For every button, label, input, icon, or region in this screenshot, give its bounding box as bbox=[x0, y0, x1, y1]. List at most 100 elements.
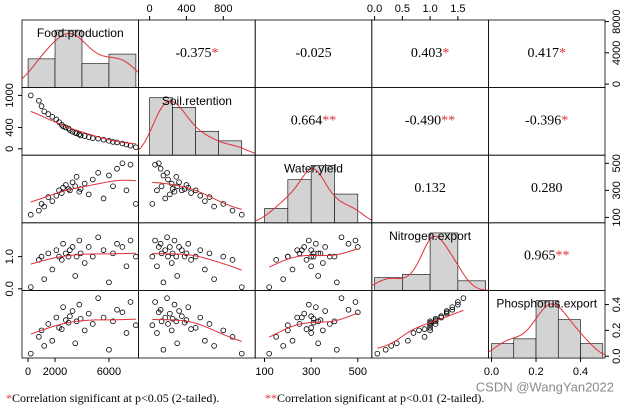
scatter-point bbox=[355, 309, 361, 316]
scatter-point bbox=[374, 350, 381, 357]
scatter-point bbox=[158, 183, 165, 190]
scatter-point bbox=[167, 244, 173, 250]
scatter-point bbox=[77, 186, 84, 192]
scatter-point bbox=[110, 139, 116, 145]
scatter-point bbox=[149, 201, 156, 207]
scatter-point bbox=[273, 334, 279, 340]
histogram-bar bbox=[81, 63, 110, 88]
scatter-point bbox=[211, 343, 217, 349]
x-tick-label: 1.5 bbox=[450, 3, 465, 15]
scatter-point bbox=[168, 180, 175, 187]
scatter-point bbox=[294, 314, 300, 321]
correlation-value: -0.025 bbox=[295, 46, 331, 61]
density-line bbox=[255, 168, 373, 222]
scatter-point bbox=[188, 326, 194, 332]
density-line bbox=[488, 303, 606, 356]
footnote-text: Correlation significant at p<0.05 (2-tai… bbox=[12, 391, 219, 405]
significance-stars: ** bbox=[555, 249, 569, 264]
scatter-point bbox=[183, 250, 190, 257]
x-tick-label: 0 bbox=[25, 366, 31, 378]
scatter-point bbox=[149, 253, 156, 260]
scatter-point bbox=[303, 326, 310, 332]
scatter-point bbox=[49, 337, 56, 344]
scatter-point bbox=[133, 201, 139, 207]
scatter-point bbox=[308, 325, 314, 331]
scatter-point bbox=[185, 304, 192, 310]
scatter-point bbox=[315, 340, 321, 347]
scatter-point bbox=[327, 253, 333, 260]
scatter-point bbox=[327, 321, 333, 327]
scatter-point bbox=[67, 247, 73, 253]
correlation-value: 0.132 bbox=[414, 181, 446, 196]
scatter-point bbox=[421, 334, 428, 340]
scatter-point bbox=[167, 191, 173, 198]
scatter-point bbox=[220, 253, 227, 260]
scatter-point bbox=[85, 244, 92, 250]
scatter-point bbox=[345, 240, 352, 247]
correlation-label: 0.403 bbox=[411, 46, 443, 61]
scatter-point bbox=[280, 276, 286, 282]
x-tick-label: 0.5 bbox=[395, 3, 410, 15]
scatter-point bbox=[165, 253, 171, 260]
correlation-label: -0.490 bbox=[405, 114, 441, 129]
scatter-point bbox=[345, 306, 352, 313]
scatter-point bbox=[100, 314, 107, 321]
scatter-point bbox=[89, 176, 96, 183]
scatter-point bbox=[152, 161, 158, 168]
scatter-point bbox=[89, 321, 96, 327]
scatter-point bbox=[106, 346, 112, 353]
scatter-point bbox=[27, 350, 34, 357]
scatter-point bbox=[449, 306, 456, 313]
scatter-point bbox=[72, 340, 79, 347]
scatter-point bbox=[127, 299, 134, 305]
scatter-point bbox=[53, 314, 60, 321]
footnote-marker: ** bbox=[265, 391, 277, 405]
scatter-point bbox=[164, 295, 170, 301]
scatter-point bbox=[192, 187, 199, 194]
panel-frame bbox=[138, 289, 256, 359]
scatter-point bbox=[152, 299, 158, 305]
scatter-point bbox=[77, 250, 84, 257]
scatter-point bbox=[238, 211, 245, 218]
scatter-point bbox=[164, 169, 170, 176]
scatter-point bbox=[63, 182, 69, 188]
smooth-line bbox=[152, 319, 242, 342]
scatter-point bbox=[310, 253, 317, 260]
scatter-point bbox=[73, 174, 80, 180]
scatter-point bbox=[81, 260, 88, 266]
scatter-point bbox=[162, 247, 169, 253]
x-tick-label: 6000 bbox=[97, 366, 121, 378]
scatter-point bbox=[455, 301, 461, 308]
scatter-point bbox=[53, 247, 60, 253]
scatter-point bbox=[289, 337, 296, 344]
histogram-bar bbox=[513, 338, 537, 359]
smooth-line bbox=[268, 248, 358, 268]
scatter-point bbox=[308, 330, 314, 336]
smooth-line bbox=[30, 110, 136, 145]
scatter-point bbox=[73, 253, 80, 260]
scatter-point bbox=[192, 325, 199, 331]
scatter-point bbox=[155, 244, 162, 250]
scatter-point bbox=[266, 284, 272, 290]
correlation-value: 0.417* bbox=[527, 46, 566, 61]
scatter-point bbox=[238, 284, 245, 290]
histogram-bar bbox=[108, 53, 137, 88]
y-tick-label: 0.2 bbox=[611, 323, 623, 338]
significance-stars: ** bbox=[441, 114, 455, 129]
scatter-point bbox=[169, 186, 176, 192]
scatter-point bbox=[114, 165, 120, 172]
scatter-point bbox=[393, 340, 400, 347]
scatter-point bbox=[95, 295, 101, 301]
variable-name: Food.production bbox=[37, 26, 124, 40]
scatter-point bbox=[185, 240, 192, 247]
y-tick-label: 1.0 bbox=[4, 249, 16, 264]
scatter-point bbox=[320, 260, 326, 266]
histogram-bar bbox=[557, 319, 581, 359]
x-tick-label: 400 bbox=[177, 3, 195, 15]
scatter-point bbox=[81, 327, 88, 334]
scatter-point bbox=[310, 315, 317, 322]
scatter-point bbox=[174, 340, 181, 347]
x-tick-label: 0.0 bbox=[367, 3, 382, 15]
scatter-point bbox=[81, 180, 88, 187]
footnote: *Correlation significant at p<0.05 (2-ta… bbox=[6, 391, 219, 405]
